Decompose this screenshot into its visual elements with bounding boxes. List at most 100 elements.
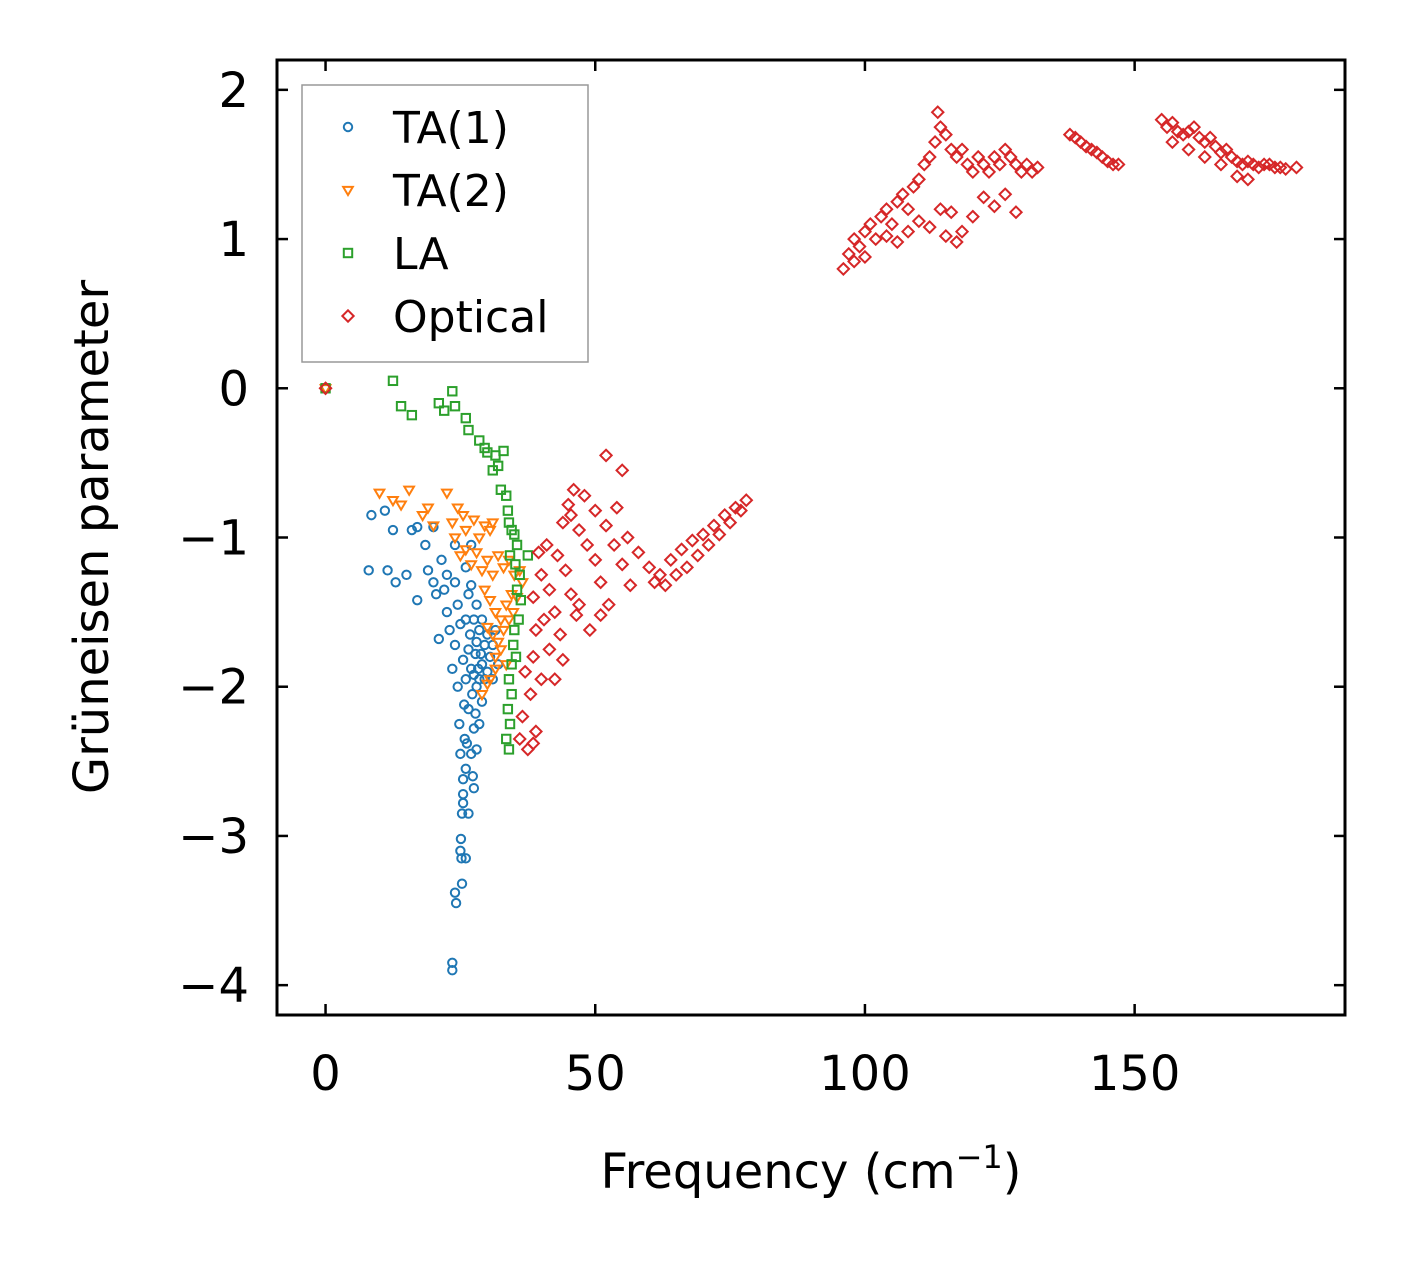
point-optical xyxy=(917,157,932,172)
point-optical xyxy=(615,557,630,572)
point-optical xyxy=(901,224,916,239)
point-optical xyxy=(642,560,657,575)
point-optical xyxy=(998,142,1013,157)
legend-marker-ta-2 xyxy=(341,185,355,198)
point-ta-2 xyxy=(426,521,441,533)
point-ta-1 xyxy=(474,718,485,730)
point-ta-1 xyxy=(461,738,473,749)
point-ta-2 xyxy=(491,551,505,563)
point-optical xyxy=(577,488,592,503)
point-la xyxy=(498,445,509,457)
point-ta-1 xyxy=(454,718,465,730)
point-optical xyxy=(879,202,894,217)
point-optical xyxy=(526,590,541,605)
point-ta-1 xyxy=(457,654,469,666)
point-optical xyxy=(528,622,543,638)
point-la xyxy=(506,659,517,670)
point-optical xyxy=(526,649,541,664)
point-optical xyxy=(553,627,568,642)
point-optical xyxy=(531,545,546,560)
point-la xyxy=(492,460,504,472)
point-optical xyxy=(561,497,576,512)
point-optical xyxy=(927,134,943,150)
point-ta-1 xyxy=(401,569,412,581)
legend-marker-ta-1 xyxy=(342,121,354,133)
point-optical xyxy=(954,142,970,157)
point-la xyxy=(433,398,445,409)
y-tick-label: 0 xyxy=(218,361,249,417)
point-optical xyxy=(1230,169,1245,184)
point-ta-2 xyxy=(402,485,416,497)
point-optical xyxy=(615,463,630,478)
point-optical xyxy=(911,172,926,187)
point-optical xyxy=(944,205,959,220)
point-ta-1 xyxy=(460,763,471,774)
point-optical xyxy=(987,149,1002,165)
point-ta-2 xyxy=(394,500,408,512)
point-ta-2 xyxy=(486,518,500,530)
point-ta-2 xyxy=(453,551,467,563)
point-ta-2 xyxy=(488,652,503,664)
point-ta-1 xyxy=(471,744,482,755)
point-optical xyxy=(1159,120,1175,135)
point-optical xyxy=(1003,149,1018,165)
point-ta-1 xyxy=(476,659,488,670)
point-ta-2 xyxy=(469,548,484,560)
point-ta-1 xyxy=(463,703,474,715)
point-la xyxy=(406,409,418,421)
point-optical xyxy=(558,563,573,578)
point-optical xyxy=(563,587,579,602)
point-optical xyxy=(601,597,616,612)
point-ta-1 xyxy=(450,897,462,909)
point-ta-2 xyxy=(491,637,505,649)
point-ta-1 xyxy=(464,629,476,640)
point-ta-1 xyxy=(366,509,377,521)
point-ta-2 xyxy=(496,563,511,575)
legend-label-optical: Optical xyxy=(393,292,548,343)
x-axis-label: Frequency (cm−1) xyxy=(600,1138,1021,1200)
point-ta-1 xyxy=(430,589,442,600)
point-ta-1 xyxy=(460,853,471,864)
point-ta-1 xyxy=(474,624,485,636)
point-ta-1 xyxy=(441,569,453,581)
point-ta-2 xyxy=(372,488,387,500)
point-optical xyxy=(580,537,595,553)
point-optical xyxy=(1197,134,1212,150)
y-axis-label: Grüneisen parameter xyxy=(64,280,120,795)
point-ta-2 xyxy=(494,645,508,657)
point-optical xyxy=(631,545,646,560)
point-optical xyxy=(954,224,970,239)
point-optical xyxy=(1008,205,1024,220)
point-optical xyxy=(520,742,535,757)
point-optical xyxy=(582,622,597,638)
point-ta-2 xyxy=(486,570,500,582)
point-ta-1 xyxy=(406,524,418,536)
point-optical xyxy=(911,214,926,229)
point-ta-1 xyxy=(428,577,439,588)
legend-marker-optical xyxy=(340,308,356,324)
point-optical xyxy=(987,199,1002,214)
point-optical xyxy=(598,518,614,533)
point-la xyxy=(460,412,471,424)
point-optical xyxy=(1105,157,1121,172)
point-ta-1 xyxy=(433,633,445,645)
point-ta-2 xyxy=(483,525,497,538)
point-optical xyxy=(930,105,945,120)
point-ta-1 xyxy=(387,524,399,536)
point-ta-1 xyxy=(456,853,467,864)
point-la xyxy=(449,400,461,412)
y-tick-label: 1 xyxy=(218,212,249,268)
legend: TA(1) TA(2) LA Optical xyxy=(301,84,589,363)
point-optical xyxy=(1030,160,1045,175)
point-ta-1 xyxy=(456,808,468,819)
point-optical xyxy=(1014,164,1029,179)
point-ta-2 xyxy=(440,488,454,500)
legend-label-ta-1: TA(1) xyxy=(392,103,509,154)
point-optical xyxy=(547,672,562,687)
point-optical xyxy=(593,575,608,590)
point-optical xyxy=(965,164,980,179)
point-optical xyxy=(1213,157,1229,172)
point-ta-2 xyxy=(451,503,465,515)
point-la xyxy=(387,375,399,387)
